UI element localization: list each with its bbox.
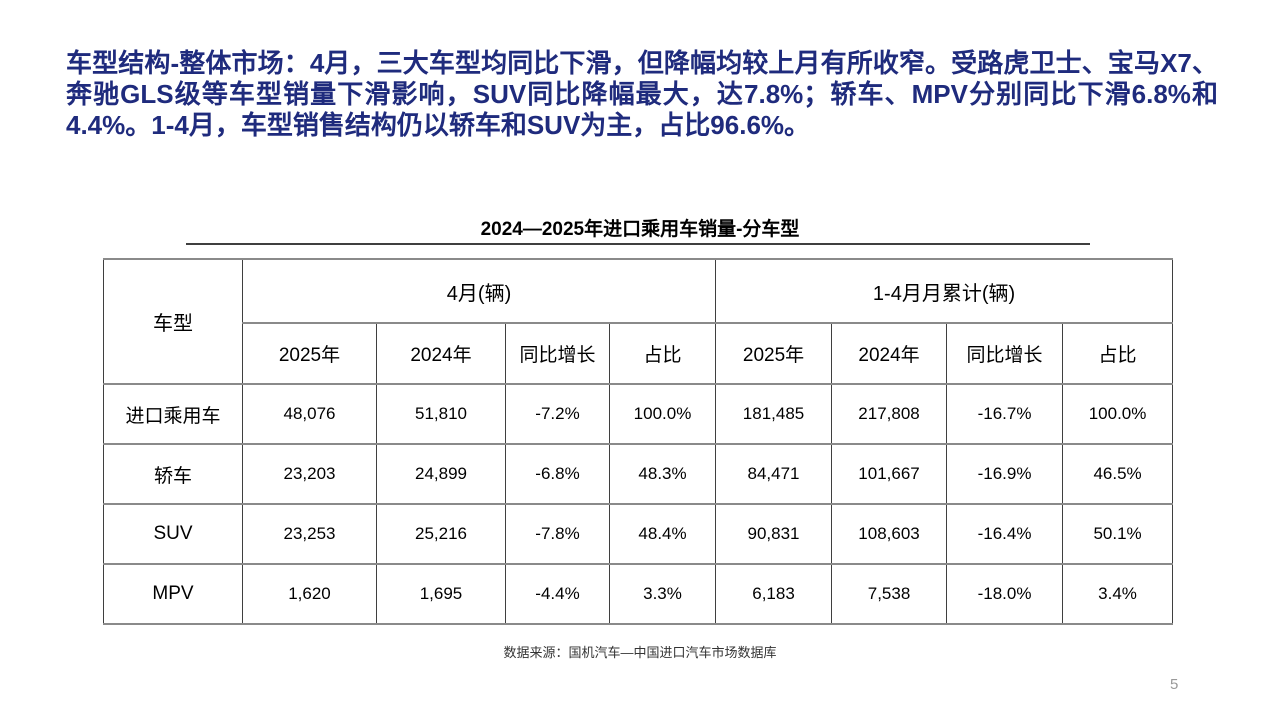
- cell-value: 6,183: [715, 563, 833, 625]
- cell-value: 108,603: [831, 503, 948, 565]
- header-group-april: 4月(辆): [241, 258, 717, 324]
- header-group-cumulative: 1-4月月累计(辆): [715, 258, 1174, 324]
- header-group-row: 车型 4月(辆) 1-4月月累计(辆): [103, 258, 1174, 385]
- cell-value: 25,216: [376, 503, 506, 565]
- cell-share: 50.1%: [1062, 503, 1174, 565]
- header-model: 车型: [103, 258, 243, 385]
- cell-yoy: -7.8%: [505, 503, 610, 565]
- cell-value: 24,899: [376, 443, 506, 505]
- cell-yoy: -7.2%: [505, 383, 610, 445]
- header-sub-row: 2025年 2024年 同比增长 占比 2025年 2024年 同比增长 占比: [104, 322, 1174, 385]
- cell-value: 48,076: [242, 383, 377, 445]
- cell-share: 48.3%: [608, 443, 717, 505]
- table-title: 2024—2025年进口乘用车销量-分车型: [480, 219, 800, 240]
- cell-value: 217,808: [831, 383, 948, 445]
- cell-yoy: -6.8%: [505, 443, 610, 505]
- row-label: 轿车: [103, 443, 243, 505]
- cell-share: 100.0%: [608, 383, 717, 445]
- cell-share: 100.0%: [1062, 383, 1174, 445]
- cell-share: 48.4%: [608, 503, 717, 565]
- cell-share: 46.5%: [1062, 443, 1174, 505]
- cell-value: 23,203: [242, 443, 377, 505]
- cell-yoy: -16.4%: [946, 503, 1064, 565]
- cell-yoy: -4.4%: [505, 563, 610, 625]
- header-cum-2024: 2024年: [831, 322, 948, 385]
- cell-yoy: -18.0%: [946, 563, 1064, 625]
- cell-value: 1,620: [242, 563, 377, 625]
- table-row-mpv: MPV 1,620 1,695 -4.4% 3.3% 6,183 7,538 -…: [103, 563, 1174, 625]
- cell-share: 3.4%: [1062, 563, 1174, 625]
- table-row-total: 进口乘用车 48,076 51,810 -7.2% 100.0% 181,485…: [103, 383, 1174, 445]
- header-cum-share: 占比: [1062, 322, 1174, 385]
- header-april-2025: 2025年: [242, 322, 377, 385]
- table-row-suv: SUV 23,253 25,216 -7.8% 48.4% 90,831 108…: [103, 503, 1174, 565]
- header-april-yoy: 同比增长: [505, 322, 610, 385]
- page-number: 5: [1170, 676, 1179, 693]
- sales-table: 车型 4月(辆) 1-4月月累计(辆) 2025年 2024年 同比增长 占比 …: [103, 258, 1174, 625]
- slide-headline: 车型结构-整体市场：4月，三大车型均同比下滑，但降幅均较上月有所收窄。受路虎卫士…: [66, 48, 1218, 140]
- header-april-share: 占比: [608, 322, 717, 385]
- cell-value: 90,831: [715, 503, 833, 565]
- cell-value: 181,485: [715, 383, 833, 445]
- cell-yoy: -16.7%: [946, 383, 1064, 445]
- cell-yoy: -16.9%: [946, 443, 1064, 505]
- row-label: 进口乘用车: [103, 383, 243, 445]
- cell-value: 101,667: [831, 443, 948, 505]
- cell-value: 7,538: [831, 563, 948, 625]
- cell-value: 1,695: [376, 563, 506, 625]
- header-april-2024: 2024年: [376, 322, 506, 385]
- table-row-sedan: 轿车 23,203 24,899 -6.8% 48.3% 84,471 101,…: [103, 443, 1174, 505]
- cell-value: 23,253: [242, 503, 377, 565]
- cell-value: 51,810: [376, 383, 506, 445]
- header-cum-2025: 2025年: [715, 322, 833, 385]
- title-underline: [186, 243, 1090, 245]
- cell-value: 84,471: [715, 443, 833, 505]
- row-label: MPV: [103, 563, 243, 625]
- cell-share: 3.3%: [608, 563, 717, 625]
- header-cum-yoy: 同比增长: [946, 322, 1064, 385]
- row-label: SUV: [103, 503, 243, 565]
- data-source-note: 数据来源：国机汽车—中国进口汽车市场数据库: [503, 645, 777, 660]
